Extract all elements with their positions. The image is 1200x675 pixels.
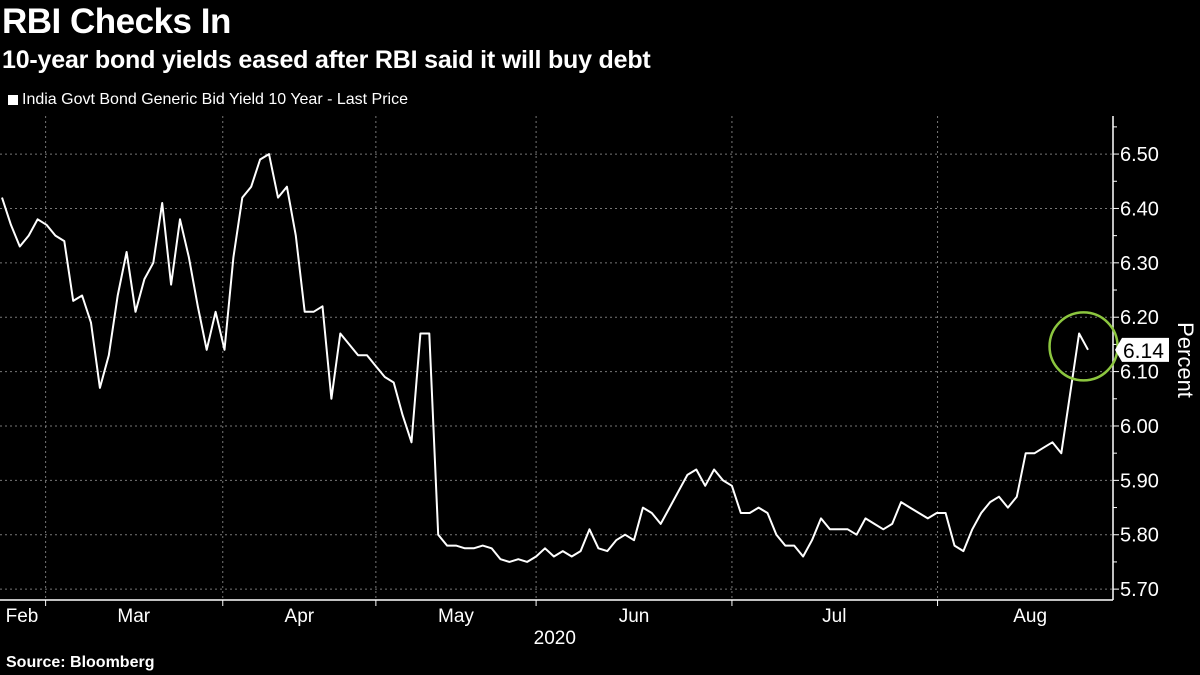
legend-label: India Govt Bond Generic Bid Yield 10 Yea… — [22, 91, 409, 108]
chart-title: RBI Checks In — [2, 2, 231, 41]
chart-subtitle: 10-year bond yields eased after RBI said… — [2, 46, 651, 74]
x-tick-label: Jul — [822, 606, 846, 627]
series-line — [1, 153, 1089, 563]
y-tick-label: 6.50 — [1120, 144, 1159, 166]
y-tick-label: 5.70 — [1120, 579, 1159, 601]
y-tick-label: 6.40 — [1120, 198, 1159, 220]
highlight-circle — [1048, 311, 1119, 382]
y-tick-label: 6.00 — [1120, 416, 1159, 438]
y-axis-label: Percent — [1173, 322, 1198, 398]
legend-swatch — [8, 95, 18, 105]
x-year-label: 2020 — [534, 628, 576, 649]
last-value-badge — [1115, 337, 1169, 362]
y-tick-label: 6.10 — [1120, 362, 1159, 384]
x-tick-label: Aug — [1013, 606, 1047, 627]
source-note: Source: Bloomberg — [6, 654, 155, 671]
x-tick-label: May — [438, 606, 474, 627]
x-tick-label: Apr — [285, 606, 315, 627]
y-tick-label: 5.90 — [1120, 470, 1159, 492]
y-tick-label: 6.30 — [1120, 253, 1159, 275]
x-tick-label: Feb — [6, 606, 39, 627]
legend: India Govt Bond Generic Bid Yield 10 Yea… — [8, 91, 408, 109]
y-tick-label: 6.20 — [1120, 307, 1159, 329]
last-value-label: 6.14 — [1123, 340, 1164, 363]
x-tick-label: Mar — [117, 606, 150, 627]
y-tick-label: 5.80 — [1120, 525, 1159, 547]
x-tick-label: Jun — [619, 606, 650, 627]
